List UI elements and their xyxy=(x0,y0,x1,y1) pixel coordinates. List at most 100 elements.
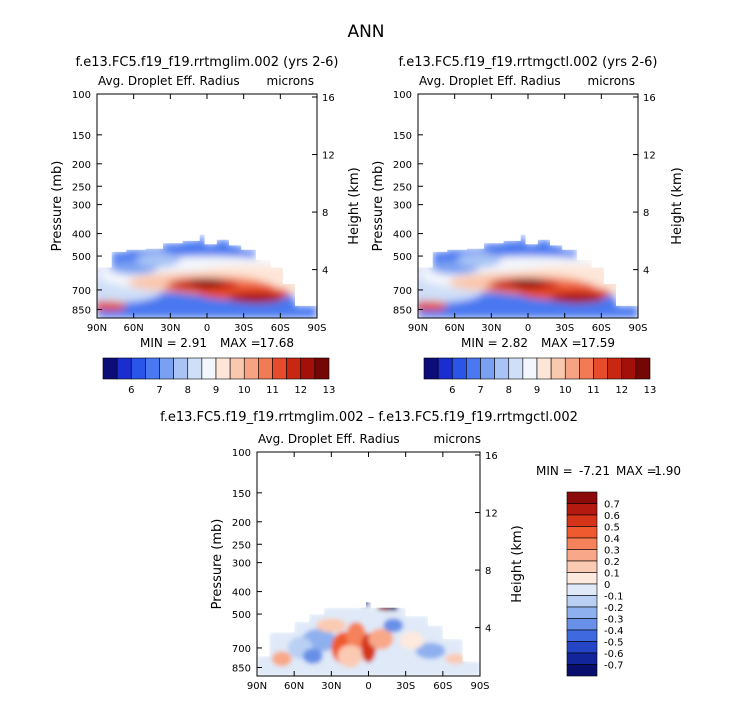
panel-1-ytick-label: 100 xyxy=(72,90,91,101)
panel-1-colorbar-label: 12 xyxy=(294,385,307,396)
panel-1-colorbar-swatch xyxy=(130,357,146,380)
panel-3-colorbar-swatch xyxy=(566,618,598,631)
panel-1-ytick-label: 200 xyxy=(72,160,91,171)
panel-1-colorbar-swatch xyxy=(102,357,118,380)
panel-1-ytick-label: 500 xyxy=(72,252,91,263)
panel-2-xtick-label: 90S xyxy=(628,323,647,334)
panel-2-field xyxy=(418,94,638,318)
panel-3-ytick-label: 850 xyxy=(232,663,251,674)
panel-2-colorbar: 6 7 8 9 10 11 12 13 xyxy=(423,357,657,396)
panel-3-contour-blob xyxy=(302,648,323,664)
panel-2-contour-blob xyxy=(457,252,502,268)
panel-2-colorbar-label: 7 xyxy=(477,385,483,396)
panel-2-ytick-label: 150 xyxy=(393,131,412,142)
panel-3-colorbar-label: 0.2 xyxy=(604,557,620,568)
panel-2-ytick-label: 400 xyxy=(393,230,412,241)
panel-1-max-value: 17.68 xyxy=(260,336,294,350)
panel-3-colorbar-label: 0 xyxy=(604,580,610,591)
panel-2-colorbar-label: 8 xyxy=(506,385,512,396)
panel-2-colorbar-swatch xyxy=(423,357,439,380)
panel-3-colorbar-swatch xyxy=(566,503,598,516)
panel-2-ytick-right-label: 4 xyxy=(643,266,649,277)
panel-2-colorbar-swatch xyxy=(494,357,510,380)
panel-1-ylabel: Pressure (mb) xyxy=(50,161,65,252)
panel-2-min-label: MIN = xyxy=(461,336,498,350)
panel-2-title: f.e13.FC5.f19_f19.rrtmgctl.002 (yrs 2-6) xyxy=(399,55,658,70)
panel-2-ylabel: Pressure (mb) xyxy=(371,161,386,252)
panel-1-ytick-right-label: 4 xyxy=(322,266,328,277)
panel-1-colorbar-swatch xyxy=(145,357,160,380)
panel-2-ytick-label: 700 xyxy=(393,286,412,297)
panel-2-xtick-label: 90N xyxy=(408,323,428,334)
panel-2-contour-blob xyxy=(550,293,604,304)
panel-3-contour-blob xyxy=(399,631,425,650)
panel-1-colorbar-swatch xyxy=(187,357,203,380)
panel-3-contour-blob xyxy=(316,618,347,633)
panel-3-colorbar-swatch xyxy=(566,595,598,608)
panel-1-xtick-label: 90N xyxy=(87,323,107,334)
panel-1-ytick-label: 300 xyxy=(72,201,91,212)
panel-1-colorbar-swatch xyxy=(286,357,302,380)
panel-3-colorbar-label: -0.3 xyxy=(604,615,624,626)
panel-3-xtick-label: 60S xyxy=(433,681,452,692)
panel-3-colorbar-swatch xyxy=(566,606,598,619)
panel-2-contour-blob xyxy=(418,301,448,311)
panel-3-colorbar-label: 0.4 xyxy=(604,534,620,545)
panel-3-colorbar-label: 0.6 xyxy=(604,511,620,522)
panel-3-ytick-label: 500 xyxy=(232,610,251,621)
panel-2-colorbar-swatch xyxy=(607,357,623,380)
panel-2-colorbar-label: 13 xyxy=(644,385,657,396)
panel-3-colorbar-label: -0.6 xyxy=(604,649,624,660)
panel-3-colorbar: 0.70.60.50.40.30.20.10-0.1-0.2-0.3-0.4-0… xyxy=(566,491,624,677)
panel-3-ytick-right-label: 12 xyxy=(485,509,498,520)
panel-3-contour-blob xyxy=(383,618,404,633)
panel-3-contour-blob xyxy=(445,653,466,664)
panel-2-min-value: 2.82 xyxy=(501,336,528,350)
panel-1-subtitle-right: microns xyxy=(267,74,315,88)
panel-2-subtitle-left: Avg. Droplet Eff. Radius xyxy=(419,74,561,88)
panel-3-colorbar-swatch xyxy=(566,664,598,677)
panel-3-colorbar-label: 0.5 xyxy=(604,523,620,534)
panel-1-colorbar-swatch xyxy=(116,357,132,380)
panel-3-colorbar-label: -0.5 xyxy=(604,638,624,649)
panel-2-ytick-right-label: 16 xyxy=(643,93,656,104)
panel-1-mask xyxy=(97,94,317,306)
panel-3-ylabel: Pressure (mb) xyxy=(210,519,225,610)
page-title: ANN xyxy=(347,22,384,42)
panel-2-ylabel-right: Height (km) xyxy=(670,167,685,244)
panel-3-colorbar-label: -0.1 xyxy=(604,592,624,603)
panel-1-colorbar-swatch xyxy=(300,357,316,380)
panel-3-min-value: -7.21 xyxy=(579,464,610,478)
panel-2-colorbar-swatch xyxy=(437,357,453,380)
panel-1-xtick-label: 60S xyxy=(271,323,290,334)
panel-1-xtick-label: 90S xyxy=(307,323,326,334)
panel-3-xtick-label: 0 xyxy=(365,681,371,692)
panel-2-colorbar-swatch xyxy=(451,357,467,380)
panel-1-contour-blob xyxy=(136,252,181,268)
panel-2-xtick-label: 30S xyxy=(555,323,574,334)
panel-1-subtitle-left: Avg. Droplet Eff. Radius xyxy=(98,74,240,88)
panel-1-colorbar-label: 7 xyxy=(156,385,162,396)
panel-1-colorbar-swatch xyxy=(243,357,259,380)
panel-3-ytick-label: 300 xyxy=(232,559,251,570)
panel-3-subtitle-left: Avg. Droplet Eff. Radius xyxy=(258,432,400,446)
panel-1-ytick-right-label: 12 xyxy=(322,151,335,162)
panel-2-minmax: MIN = 2.82 MAX = 17.59 xyxy=(461,336,615,350)
panel-3-xtick-label: 90S xyxy=(470,681,489,692)
panel-3-xtick-label: 90N xyxy=(247,681,267,692)
panel-3-colorbar-label: 0.7 xyxy=(604,500,620,511)
panel-3-ytick-label: 250 xyxy=(232,540,251,551)
panel-2-colorbar-swatch xyxy=(466,357,481,380)
panel-3-colorbar-label: -0.2 xyxy=(604,603,624,614)
panel-1-contour-blob xyxy=(97,301,127,311)
panel-1-field xyxy=(97,94,317,318)
panel-3-colorbar-swatch xyxy=(566,583,598,596)
panel-2-max-label: MAX = xyxy=(541,336,582,350)
panel-3-field xyxy=(257,452,480,676)
panel-2-colorbar-swatch xyxy=(522,357,538,380)
panel-3-contour-blob xyxy=(415,642,446,659)
panel-2-subtitle-right: microns xyxy=(588,74,636,88)
panel-1-colorbar-label: 6 xyxy=(128,385,134,396)
panel-3-minmax: MIN = -7.21 MAX = 1.90 xyxy=(536,464,681,478)
